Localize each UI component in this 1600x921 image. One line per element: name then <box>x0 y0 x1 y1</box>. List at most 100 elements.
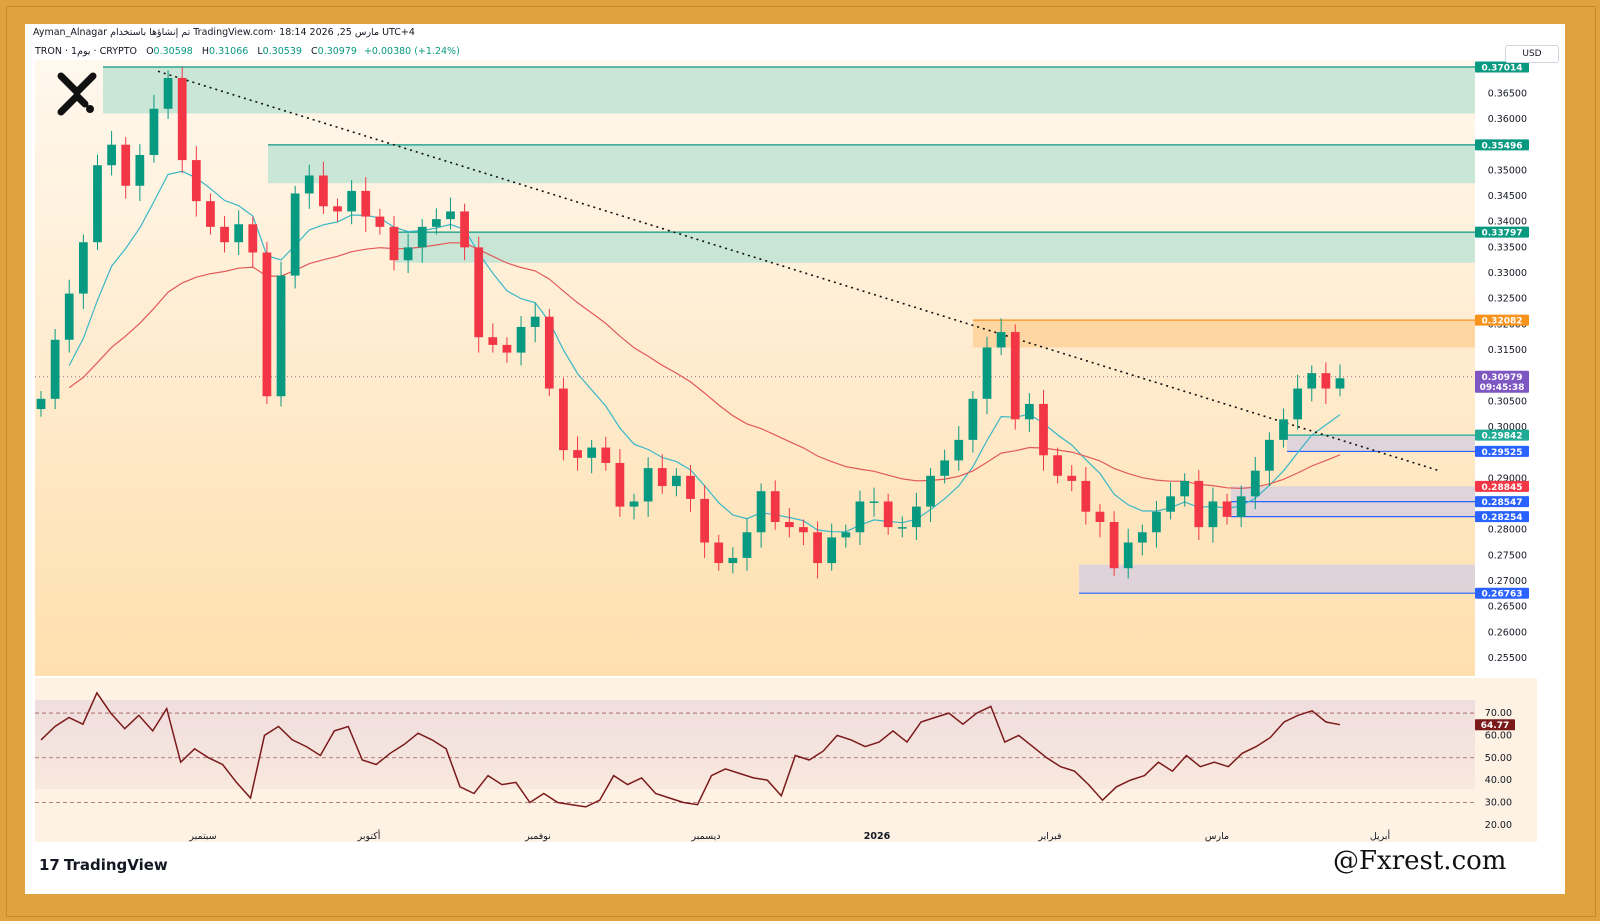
candle-body <box>50 339 60 399</box>
candle-body <box>855 501 865 533</box>
candle-body <box>1123 542 1133 569</box>
x-tick-label: سبتمبر <box>188 831 216 842</box>
candle-body <box>813 532 822 564</box>
price-tag: 0.28845 <box>1482 483 1523 493</box>
candle-body <box>1279 419 1288 440</box>
y-tick-label: 0.34000 <box>1488 217 1527 228</box>
close-value: 0.30979 <box>317 46 357 57</box>
price-tag-bg <box>1475 139 1529 151</box>
candle-body <box>1081 480 1091 512</box>
candle-body <box>474 247 484 338</box>
y-tick-label: 0.25500 <box>1488 653 1527 664</box>
rsi-tick-label: 70.00 <box>1485 708 1512 719</box>
y-tick-label: 0.26000 <box>1488 627 1527 638</box>
outer-frame: 0.365000.360000.355000.350000.345000.340… <box>6 6 1596 917</box>
symbol-name[interactable]: TRON · 1يوم · CRYPTO <box>35 46 138 57</box>
price-tag: 0.35496 <box>1482 141 1523 151</box>
price-tag-bg <box>1475 496 1529 508</box>
trendline <box>157 70 1440 472</box>
candle-body <box>629 501 639 507</box>
rsi-tick-label: 30.00 <box>1485 797 1512 808</box>
candle-body <box>361 190 371 217</box>
candle-body <box>1293 388 1303 420</box>
rsi-line <box>40 691 1341 808</box>
zone-supply <box>103 66 1475 114</box>
y-tick-label: 0.30500 <box>1488 396 1527 407</box>
y-tick-label: 0.28000 <box>1488 525 1527 536</box>
candle-body <box>36 398 46 410</box>
countdown-tag: 09:45:38 <box>1480 383 1525 393</box>
candle-body <box>375 216 385 227</box>
candle-body <box>587 447 597 458</box>
candle-body <box>403 247 413 261</box>
candle-body <box>93 165 102 243</box>
candle-body <box>1222 501 1232 517</box>
zone-resistance <box>973 320 1475 348</box>
candle-body <box>1321 373 1331 389</box>
candle-body <box>1335 378 1345 389</box>
candle-body <box>700 498 709 543</box>
price-tag: 0.26763 <box>1482 590 1523 600</box>
candle-body <box>996 332 1006 348</box>
candle-body <box>784 522 794 528</box>
candle-body <box>446 211 455 220</box>
change-value: +0.00380 (+1.24%) <box>363 46 460 57</box>
rsi-tag-bg <box>1475 719 1515 731</box>
x-tick-label: 2026 <box>864 831 891 842</box>
candle-body <box>333 206 342 212</box>
zone-demand <box>1287 435 1475 452</box>
candle-body <box>121 144 131 186</box>
candle-body <box>304 175 314 194</box>
candle-body <box>643 468 653 502</box>
y-tick-label: 0.33000 <box>1488 268 1527 279</box>
price-chart[interactable]: 0.365000.360000.355000.350000.345000.340… <box>25 24 1565 894</box>
candle-body <box>1166 496 1175 512</box>
candle-body <box>827 537 837 564</box>
candle-body <box>1250 470 1260 497</box>
zone-supply <box>268 144 1475 184</box>
candle-body <box>488 337 498 345</box>
currency-selector[interactable]: USD <box>1505 45 1559 63</box>
low-value: 0.30539 <box>262 46 302 57</box>
candle-body <box>657 468 667 487</box>
candle-body <box>686 475 695 499</box>
candle-body <box>926 475 935 507</box>
zone-demand <box>1079 564 1475 594</box>
price-tag: 0.29525 <box>1482 448 1523 458</box>
candle-body <box>1039 403 1048 456</box>
candle-body <box>262 252 272 397</box>
candle-body <box>347 190 357 212</box>
candle-body <box>770 491 780 522</box>
chart-meta: Ayman_Alnagar تم إنشاؤها باستخدام Tradin… <box>33 27 415 38</box>
candle-body <box>78 242 88 294</box>
ohlc-legend: TRON · 1يوم · CRYPTO O0.30598 H0.31066 L… <box>35 46 460 57</box>
y-tick-label: 0.27500 <box>1488 550 1527 561</box>
candle-body <box>1024 403 1034 420</box>
candle-body <box>897 527 907 529</box>
candle-body <box>573 450 582 458</box>
candle-body <box>149 108 159 155</box>
candle-body <box>982 347 992 399</box>
watermark: @Fxrest.com <box>1333 846 1507 876</box>
zone-supply <box>395 232 1475 263</box>
candle-body <box>883 501 893 528</box>
y-tick-label: 0.30000 <box>1488 422 1527 433</box>
candle-body <box>191 160 201 202</box>
candle-body <box>1265 439 1274 471</box>
y-tick-label: 0.26500 <box>1488 602 1527 613</box>
x-tick-label: أبريل <box>1370 829 1391 842</box>
candle-body <box>234 224 244 243</box>
candle-body <box>940 460 950 476</box>
price-tag: 0.33797 <box>1482 229 1523 239</box>
brand-x-logo <box>57 72 97 116</box>
tradingview-logo[interactable]: 17 TradingView <box>39 856 168 874</box>
candle-body <box>742 532 752 558</box>
y-tick-label: 0.27000 <box>1488 576 1527 587</box>
y-tick-label: 0.31500 <box>1488 345 1527 356</box>
candle-body <box>1208 501 1218 528</box>
candle-body <box>135 154 145 186</box>
candle-body <box>206 201 215 227</box>
high-label: H <box>201 46 210 57</box>
candle-body <box>559 388 568 451</box>
rsi-tick-label: 60.00 <box>1485 730 1512 741</box>
